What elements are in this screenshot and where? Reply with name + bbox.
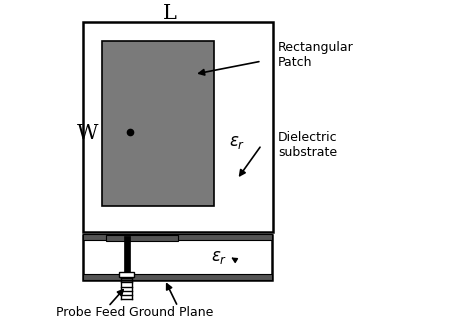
Bar xyxy=(82,274,272,280)
Bar xyxy=(124,236,129,274)
Text: Probe Feed: Probe Feed xyxy=(56,306,126,319)
Text: W: W xyxy=(77,124,98,143)
Bar xyxy=(82,235,272,280)
Text: $\varepsilon_r$: $\varepsilon_r$ xyxy=(211,248,227,266)
Bar xyxy=(119,272,135,277)
Bar xyxy=(102,42,214,206)
Text: Dielectric
substrate: Dielectric substrate xyxy=(278,131,337,159)
Text: Ground Plane: Ground Plane xyxy=(129,306,213,319)
Text: L: L xyxy=(163,4,176,23)
Text: $\varepsilon_r$: $\varepsilon_r$ xyxy=(229,132,245,151)
Bar xyxy=(106,235,178,241)
Bar xyxy=(82,22,273,232)
Text: Rectangular
Patch: Rectangular Patch xyxy=(278,41,354,68)
Bar xyxy=(82,234,272,240)
